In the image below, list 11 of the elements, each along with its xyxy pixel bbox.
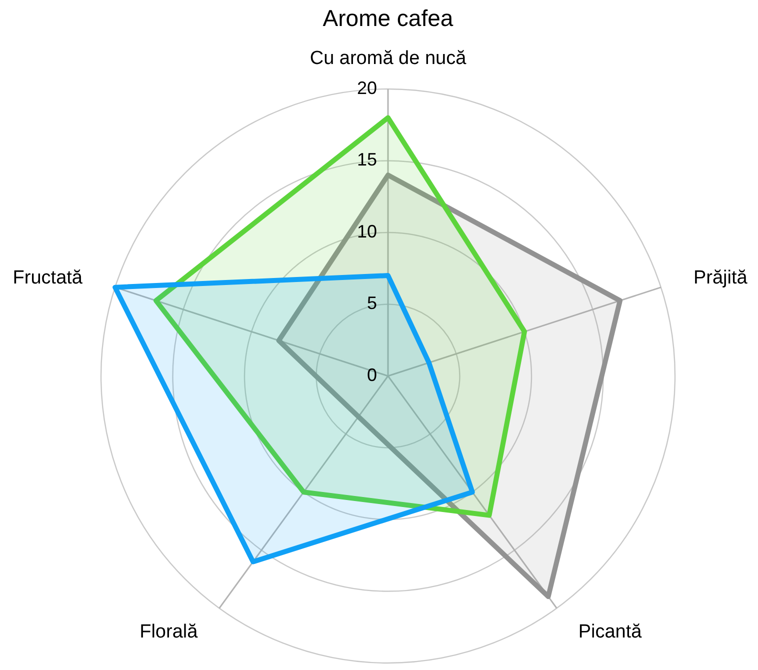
y-tick-label: 5 <box>366 293 377 314</box>
y-tick-label: 15 <box>356 150 377 170</box>
spoke-label: Florală <box>140 622 198 643</box>
chart-title: Arome cafea <box>322 5 454 32</box>
spoke-label: Fructată <box>12 267 83 288</box>
y-tick-label: 0 <box>366 364 377 385</box>
y-tick-label: 20 <box>356 78 377 98</box>
y-tick-label: 10 <box>356 221 377 242</box>
spoke-label: Picantă <box>578 622 642 643</box>
spoke-label: Prăjită <box>693 267 748 288</box>
spoke-label: Cu aromă de nucă <box>310 48 467 70</box>
